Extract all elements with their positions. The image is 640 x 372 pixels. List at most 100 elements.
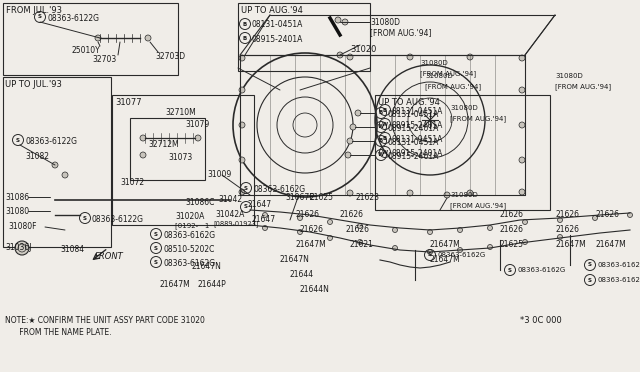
Text: B: B [379, 138, 383, 144]
Circle shape [458, 247, 463, 253]
Circle shape [522, 240, 527, 244]
Circle shape [239, 87, 245, 93]
Text: 08915-2401A: 08915-2401A [388, 152, 440, 161]
Text: 08363-6162G: 08363-6162G [517, 267, 565, 273]
Text: 25010Y: 25010Y [72, 46, 100, 55]
Text: UP TO AUG.'94: UP TO AUG.'94 [241, 6, 303, 15]
Circle shape [298, 215, 303, 221]
Circle shape [392, 246, 397, 250]
Text: 21644: 21644 [290, 270, 314, 279]
Text: 32710M: 32710M [165, 108, 196, 117]
Circle shape [335, 17, 341, 23]
Text: 31086C: 31086C [185, 198, 214, 207]
Text: 31080D: 31080D [450, 105, 477, 111]
Circle shape [355, 110, 361, 116]
Circle shape [444, 192, 450, 198]
Text: 21625: 21625 [310, 193, 334, 202]
Circle shape [328, 235, 333, 241]
Text: 31072: 31072 [120, 178, 144, 187]
Text: S: S [83, 215, 87, 221]
Circle shape [407, 190, 413, 196]
Text: 21647M: 21647M [555, 240, 586, 249]
Text: 31084: 31084 [60, 245, 84, 254]
Text: 31009: 31009 [207, 170, 231, 179]
Circle shape [358, 224, 362, 228]
Text: B: B [243, 22, 247, 26]
Text: [FROM AUG.'94]: [FROM AUG.'94] [450, 115, 506, 122]
Text: UP TO JUL.'93: UP TO JUL.'93 [5, 80, 62, 89]
Text: S: S [16, 138, 20, 142]
Text: 31067E: 31067E [285, 193, 314, 202]
Circle shape [488, 244, 493, 250]
Text: S: S [588, 278, 592, 282]
Text: 08363-6122G: 08363-6122G [47, 14, 99, 23]
Text: S: S [154, 246, 158, 250]
Circle shape [519, 122, 525, 128]
Circle shape [347, 190, 353, 196]
Circle shape [519, 189, 525, 195]
Circle shape [350, 124, 356, 130]
Circle shape [519, 157, 525, 163]
Text: 31086: 31086 [5, 193, 29, 202]
Bar [112, 95, 254, 225]
Text: [0889-01923]: [0889-01923] [213, 220, 259, 227]
Text: 31020A: 31020A [175, 212, 204, 221]
Text: FROM THE NAME PLATE.: FROM THE NAME PLATE. [5, 328, 111, 337]
Text: 21626: 21626 [555, 225, 579, 234]
Circle shape [347, 138, 353, 144]
Circle shape [347, 54, 353, 60]
Text: S: S [508, 267, 512, 273]
Text: 31080D: 31080D [450, 192, 477, 198]
Circle shape [467, 190, 473, 196]
Circle shape [428, 250, 433, 254]
Text: 08363-6162G: 08363-6162G [597, 277, 640, 283]
Text: W: W [382, 122, 388, 126]
Circle shape [358, 240, 362, 244]
Circle shape [458, 228, 463, 232]
Text: 08363-6162G: 08363-6162G [163, 259, 215, 268]
Text: W: W [378, 153, 384, 157]
Circle shape [337, 52, 343, 58]
Text: 21625: 21625 [500, 240, 524, 249]
Circle shape [345, 152, 351, 158]
Circle shape [519, 87, 525, 93]
Circle shape [519, 55, 525, 61]
Circle shape [239, 55, 245, 61]
Text: 31077: 31077 [115, 98, 141, 107]
Text: FROM JUL.'93: FROM JUL.'93 [6, 6, 62, 15]
Circle shape [239, 122, 245, 128]
Text: 08915-2401A: 08915-2401A [388, 124, 440, 133]
Text: 21647N: 21647N [192, 262, 222, 271]
Text: 21647M: 21647M [430, 240, 461, 249]
Circle shape [298, 230, 303, 234]
Text: 21647M: 21647M [295, 240, 326, 249]
Bar [3, 3, 178, 75]
Circle shape [15, 241, 29, 255]
Text: FRONT: FRONT [95, 252, 124, 261]
Circle shape [145, 35, 151, 41]
Circle shape [342, 19, 348, 25]
Text: 08363-6162G: 08363-6162G [437, 252, 485, 258]
Text: S: S [38, 15, 42, 19]
Circle shape [239, 157, 245, 163]
Text: 31036J: 31036J [5, 243, 31, 252]
Text: UP TO AUG.'94: UP TO AUG.'94 [378, 98, 440, 107]
Text: S: S [244, 186, 248, 190]
Text: 21647: 21647 [247, 200, 271, 209]
Bar [238, 3, 370, 71]
Text: 31073: 31073 [168, 153, 192, 162]
Text: 08131-0451A: 08131-0451A [392, 107, 444, 116]
Circle shape [557, 218, 563, 222]
Text: 21626: 21626 [300, 225, 324, 234]
Text: 21623: 21623 [355, 193, 379, 202]
Text: 31080D: 31080D [555, 73, 583, 79]
Text: 31080D: 31080D [420, 60, 448, 66]
Text: 21626: 21626 [345, 225, 369, 234]
Text: 21644P: 21644P [198, 280, 227, 289]
Text: 21621: 21621 [350, 240, 374, 249]
Text: 31080F: 31080F [8, 222, 36, 231]
Text: [0192-   1: [0192- 1 [175, 222, 209, 229]
Text: 21647N: 21647N [280, 255, 310, 264]
Text: 08510-5202C: 08510-5202C [163, 245, 214, 254]
Text: 32703D: 32703D [155, 52, 185, 61]
